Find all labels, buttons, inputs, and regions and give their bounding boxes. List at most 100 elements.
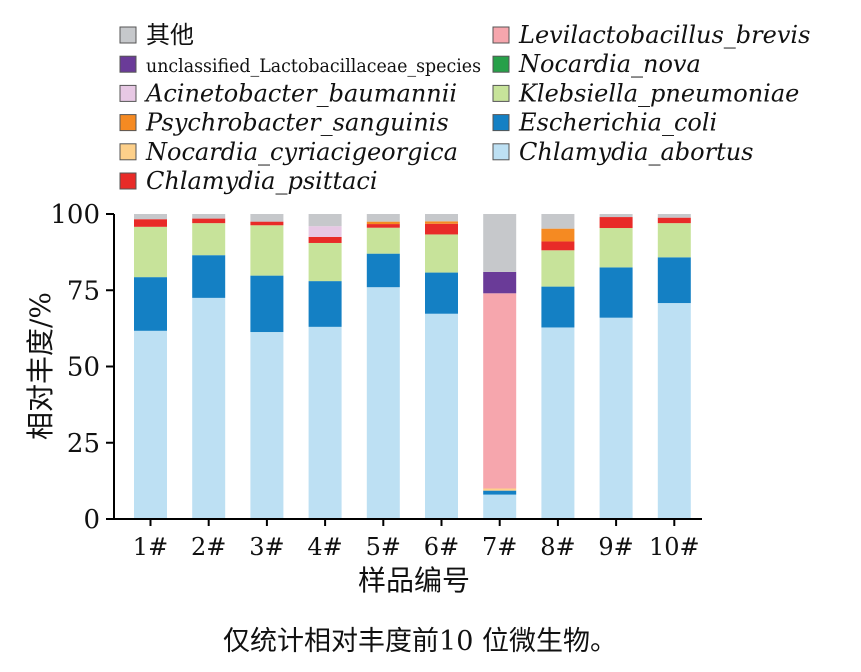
legend-label: Chlamydia_psittaci <box>146 167 378 195</box>
x-tick-label: 3# <box>249 533 284 561</box>
bar-segment-chlamydia-psittaci-9 <box>599 217 633 229</box>
x-tick-label: 10# <box>649 533 700 561</box>
bar-segment---7 <box>483 214 517 272</box>
bar-segment-chlamydia-psittaci-3 <box>250 221 284 226</box>
bar-segment---5 <box>366 214 400 222</box>
bar-segment---10 <box>657 214 691 218</box>
bar-segment-escherichia-coli-10 <box>657 257 691 304</box>
bar-segment-chlamydia-abortus-7 <box>483 494 517 519</box>
legend-swatch <box>119 84 137 102</box>
bar-segment-chlamydia-abortus-6 <box>425 313 458 519</box>
bar-segment---1 <box>134 214 167 220</box>
bar-segment-escherichia-coli-3 <box>250 275 284 333</box>
bar-segment-chlamydia-abortus-8 <box>541 327 575 519</box>
legend-label: Nocardia_nova <box>518 50 701 78</box>
bar-segment-escherichia-coli-9 <box>599 267 633 318</box>
bar-segment---2 <box>192 214 226 219</box>
legend-label: Klebsiella_pneumoniae <box>518 79 799 107</box>
legend-label: 其他 <box>146 21 194 49</box>
bar-segment-chlamydia-psittaci-10 <box>657 217 691 224</box>
y-axis-title: 相对丰度/% <box>24 292 57 440</box>
bar-segment---3 <box>250 214 284 222</box>
legend-label: Escherichia_coli <box>518 109 717 137</box>
bar-segment-klebsiella-pneumoniae-10 <box>657 223 691 258</box>
bar-segment-unclassified-lactobacillaceae-species-7 <box>483 271 517 294</box>
bar-segment-klebsiella-pneumoniae-9 <box>599 228 633 268</box>
y-tick-label: 0 <box>83 505 100 535</box>
y-tick-label: 50 <box>67 353 100 383</box>
legend-swatch <box>119 143 137 161</box>
legend-swatch <box>492 26 510 44</box>
bar-segment-klebsiella-pneumoniae-6 <box>425 234 458 273</box>
legend-label: Acinetobacter_baumannii <box>144 79 457 107</box>
legend-label: Nocardia_cyriacigeorgica <box>145 138 458 166</box>
legend-swatch <box>492 114 510 132</box>
legend-swatch <box>119 26 137 44</box>
bar-segment-chlamydia-abortus-5 <box>366 287 400 519</box>
legend-label: Chlamydia_abortus <box>519 138 753 166</box>
bar-segment---4 <box>308 214 342 227</box>
bar-segment-escherichia-coli-8 <box>541 286 575 328</box>
x-tick-label: 1# <box>133 533 168 561</box>
legend-label: unclassified_Lactobacillaceae_species <box>146 55 481 77</box>
x-tick-label: 9# <box>598 533 633 561</box>
y-tick-label: 25 <box>67 429 100 459</box>
bar-segment-chlamydia-psittaci-5 <box>366 224 400 228</box>
legend-swatch <box>119 55 137 73</box>
y-tick-label: 75 <box>67 276 100 306</box>
bar-segment-chlamydia-psittaci-8 <box>541 241 575 251</box>
bar-segment-chlamydia-psittaci-2 <box>192 218 226 224</box>
x-tick-label: 5# <box>366 533 401 561</box>
bar-segment-escherichia-coli-4 <box>308 281 342 327</box>
bar-segment-chlamydia-abortus-10 <box>657 303 691 519</box>
bar-segment-klebsiella-pneumoniae-2 <box>192 223 226 256</box>
bars-group <box>134 214 691 519</box>
bar-segment-psychrobacter-sanguinis-8 <box>541 228 575 242</box>
bar-segment-acinetobacter-baumannii-4 <box>308 226 342 237</box>
bar-segment---6 <box>425 214 458 222</box>
bar-segment-klebsiella-pneumoniae-5 <box>366 227 400 254</box>
bar-segment-chlamydia-psittaci-6 <box>425 223 458 235</box>
x-tick-label: 2# <box>191 533 226 561</box>
bar-segment-klebsiella-pneumoniae-3 <box>250 225 284 276</box>
legend-swatch <box>492 143 510 161</box>
bar-segment-escherichia-coli-6 <box>425 272 458 314</box>
bar-segment-levilactobacillus-brevis-7 <box>483 293 517 489</box>
legend-label: Psychrobacter_sanguinis <box>145 109 449 137</box>
legend-swatch <box>492 55 510 73</box>
bar-segment-chlamydia-psittaci-4 <box>308 236 342 243</box>
bar-segment-klebsiella-pneumoniae-8 <box>541 250 575 287</box>
bar-segment-klebsiella-pneumoniae-4 <box>308 242 342 282</box>
bar-segment-chlamydia-abortus-9 <box>599 317 633 519</box>
bar-segment-chlamydia-psittaci-1 <box>134 219 167 227</box>
bar-segment-nocardia-cyriacigeorgica-7 <box>483 488 517 491</box>
x-tick-label: 7# <box>482 533 517 561</box>
legend: 其他 unclassified_Lactobacillaceae_speciesA… <box>119 21 810 195</box>
legend-swatch <box>119 172 137 190</box>
footnote: 仅统计相对丰度前10 位微生物。 <box>223 626 617 657</box>
legend-label: Levilactobacillus_brevis <box>518 21 810 49</box>
bar-segment-chlamydia-abortus-4 <box>308 326 342 519</box>
bar-segment---8 <box>541 214 575 229</box>
x-tick-label: 4# <box>307 533 342 561</box>
bar-segment-chlamydia-abortus-2 <box>192 297 226 519</box>
y-ticks: 0 25 50 75 100 <box>50 200 114 535</box>
bar-segment-escherichia-coli-2 <box>192 255 226 298</box>
bar-segment-chlamydia-abortus-3 <box>250 332 284 519</box>
bar-segment-escherichia-coli-7 <box>483 490 517 495</box>
bar-segment-klebsiella-pneumoniae-1 <box>134 226 167 278</box>
bar-segment-escherichia-coli-5 <box>366 253 400 288</box>
bar-segment-psychrobacter-sanguinis-6 <box>425 221 458 224</box>
legend-swatch <box>492 84 510 102</box>
x-axis-title: 样品编号 <box>358 564 470 597</box>
bar-segment-psychrobacter-sanguinis-5 <box>366 221 400 225</box>
y-tick-label: 100 <box>50 200 100 230</box>
x-tick-label: 8# <box>540 533 575 561</box>
bar-segment-escherichia-coli-1 <box>134 277 167 331</box>
bar-segment---9 <box>599 214 633 218</box>
bar-segment-chlamydia-abortus-1 <box>134 330 167 519</box>
x-ticks: 1# 2# 3# 4# 5# 6# 7# 8# 9# 10# <box>133 519 700 561</box>
x-tick-label: 6# <box>424 533 459 561</box>
legend-swatch <box>119 114 137 132</box>
